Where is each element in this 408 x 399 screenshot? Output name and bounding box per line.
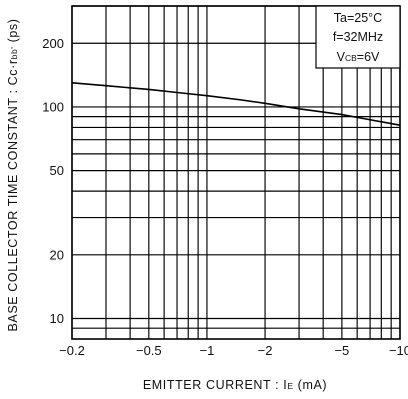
plot-frame — [71, 5, 401, 340]
x-tick-label: −2 — [258, 343, 273, 358]
x-axis-title: EMITTER CURRENT : IE (mA) — [143, 378, 327, 392]
x-tick-labels: −0.2 −0.5 −1 −2 −5 −10 — [59, 343, 408, 358]
y-tick-label: 100 — [42, 99, 64, 114]
y-tick-label: 10 — [50, 311, 64, 326]
conditions-box-frame — [315, 5, 401, 69]
x-tick-label: −0.2 — [59, 343, 85, 358]
x-tick-label: −5 — [334, 343, 349, 358]
x-tick-label: −0.5 — [136, 343, 162, 358]
plot-border — [71, 5, 401, 340]
condition-line-1: Ta=25°C — [334, 11, 382, 25]
y-tick-labels: 10 20 50 100 200 — [42, 36, 64, 326]
series-group — [71, 82, 401, 126]
y-tick-label: 20 — [50, 247, 64, 262]
y-axis-title: BASE COLLECTOR TIME CONSTANT : Cc·rbb' (… — [6, 18, 20, 331]
y-tick-label: 50 — [50, 163, 64, 178]
x-tick-label: −10 — [389, 343, 408, 358]
condition-line-3: VCB=6V — [337, 50, 380, 64]
series-line — [71, 82, 401, 126]
y-tick-label: 200 — [42, 36, 64, 51]
conditions-box: Ta=25°C f=32MHz VCB=6V — [315, 5, 401, 69]
x-tick-label: −1 — [200, 343, 215, 358]
condition-line-2: f=32MHz — [333, 30, 383, 44]
